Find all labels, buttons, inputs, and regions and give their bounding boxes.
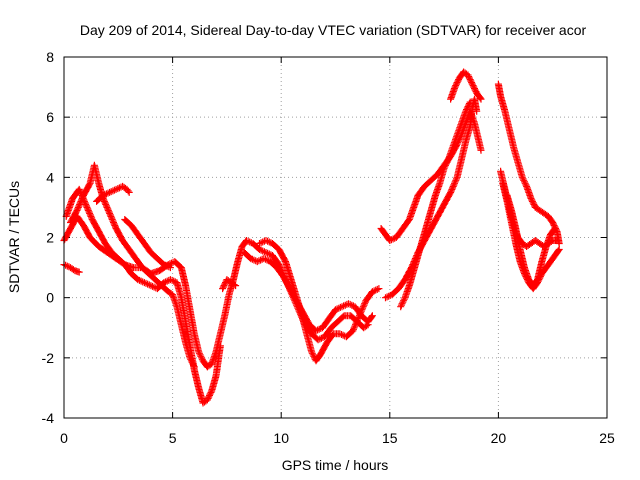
y-tick-label: 6 bbox=[46, 109, 54, 125]
chart-title: Day 209 of 2014, Sidereal Day-to-day VTE… bbox=[80, 22, 587, 38]
x-tick-label: 15 bbox=[382, 430, 398, 446]
marker-trail bbox=[121, 216, 174, 272]
y-tick-label: 8 bbox=[46, 49, 54, 65]
series-track-n bbox=[494, 80, 563, 247]
marker-trail bbox=[447, 68, 485, 103]
x-tick-label: 25 bbox=[599, 430, 615, 446]
y-axis-label: SDTVAR / TECUs bbox=[6, 181, 22, 293]
marker-trail bbox=[62, 185, 224, 407]
x-tick-labels: 0 5 10 15 20 25 bbox=[60, 430, 615, 446]
x-tick-label: 10 bbox=[273, 430, 289, 446]
series-track-e bbox=[93, 182, 133, 205]
marker-trail bbox=[494, 80, 563, 247]
series-track-f bbox=[121, 216, 174, 272]
marker-trail bbox=[397, 98, 474, 311]
marker-trail bbox=[256, 237, 383, 365]
y-tick-label: -4 bbox=[42, 410, 55, 426]
data-markers bbox=[60, 68, 563, 407]
series-track-q bbox=[503, 191, 559, 290]
series-track-m bbox=[447, 68, 485, 103]
series-track-b bbox=[62, 185, 224, 407]
plot-frame bbox=[63, 56, 608, 419]
series-track-g bbox=[219, 276, 240, 293]
x-axis-label: GPS time / hours bbox=[282, 457, 389, 473]
y-tick-label: -2 bbox=[42, 350, 55, 366]
x-tick-label: 0 bbox=[60, 430, 68, 446]
y-tick-label: 0 bbox=[46, 290, 54, 306]
axis-ticks bbox=[63, 56, 608, 419]
x-tick-label: 5 bbox=[169, 430, 177, 446]
series-track-l bbox=[397, 98, 474, 311]
marker-trail bbox=[219, 276, 240, 293]
y-tick-labels: -4 -2 0 2 4 6 8 bbox=[42, 49, 55, 426]
x-tick-label: 20 bbox=[491, 430, 507, 446]
series-track-i bbox=[256, 237, 383, 365]
marker-trail bbox=[93, 182, 133, 205]
marker-trail bbox=[503, 191, 559, 290]
y-tick-label: 4 bbox=[46, 169, 54, 185]
grid bbox=[64, 57, 607, 418]
y-tick-label: 2 bbox=[46, 230, 54, 246]
